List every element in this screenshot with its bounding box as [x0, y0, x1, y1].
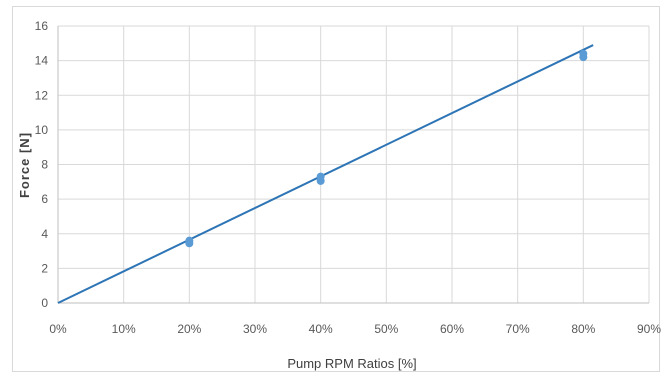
x-tick-label: 50% [374, 322, 398, 336]
x-tick-label: 60% [440, 322, 464, 336]
y-tick-label: 14 [35, 54, 49, 68]
data-point [185, 239, 194, 248]
x-tick-label: 70% [506, 322, 530, 336]
y-tick-label: 6 [41, 192, 48, 206]
data-points [185, 49, 588, 248]
x-tick-label: 10% [112, 322, 136, 336]
chart-frame [12, 6, 660, 372]
y-tick-label: 10 [35, 123, 49, 137]
y-tick-label: 2 [41, 261, 48, 275]
x-tick-label: 90% [637, 322, 661, 336]
linear-trendline [57, 44, 594, 304]
trendline-layer [57, 44, 594, 304]
x-tick-label: 40% [309, 322, 333, 336]
y-tick-labels: 0 2 4 6 8 10 12 14 16 [35, 19, 49, 310]
x-tick-label: 80% [571, 322, 595, 336]
data-point [579, 53, 588, 62]
x-axis-title: Pump RPM Ratios [%] [287, 356, 416, 371]
y-tick-label: 0 [41, 296, 48, 310]
data-point [316, 176, 325, 185]
y-axis-title: Force [N] [17, 132, 32, 198]
x-tick-label: 30% [243, 322, 267, 336]
y-tick-label: 16 [35, 19, 49, 33]
x-tick-label: 20% [177, 322, 201, 336]
grid-lines [58, 25, 650, 303]
y-tick-label: 8 [41, 158, 48, 172]
x-tick-labels: 0% 10% 20% 30% 40% 50% 60% 70% 80% 90% [49, 322, 661, 336]
axes [57, 26, 649, 304]
y-tick-label: 12 [35, 88, 49, 102]
x-tick-label: 0% [49, 322, 67, 336]
y-tick-label: 4 [41, 227, 48, 241]
